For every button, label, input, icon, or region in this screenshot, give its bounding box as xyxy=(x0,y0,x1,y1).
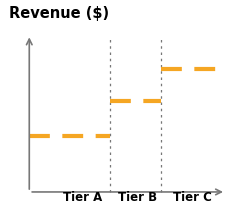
Text: Revenue ($): Revenue ($) xyxy=(9,6,110,21)
Text: Tier C: Tier C xyxy=(173,191,212,204)
Text: Tier B: Tier B xyxy=(118,191,157,204)
Text: Tier A: Tier A xyxy=(63,191,102,204)
